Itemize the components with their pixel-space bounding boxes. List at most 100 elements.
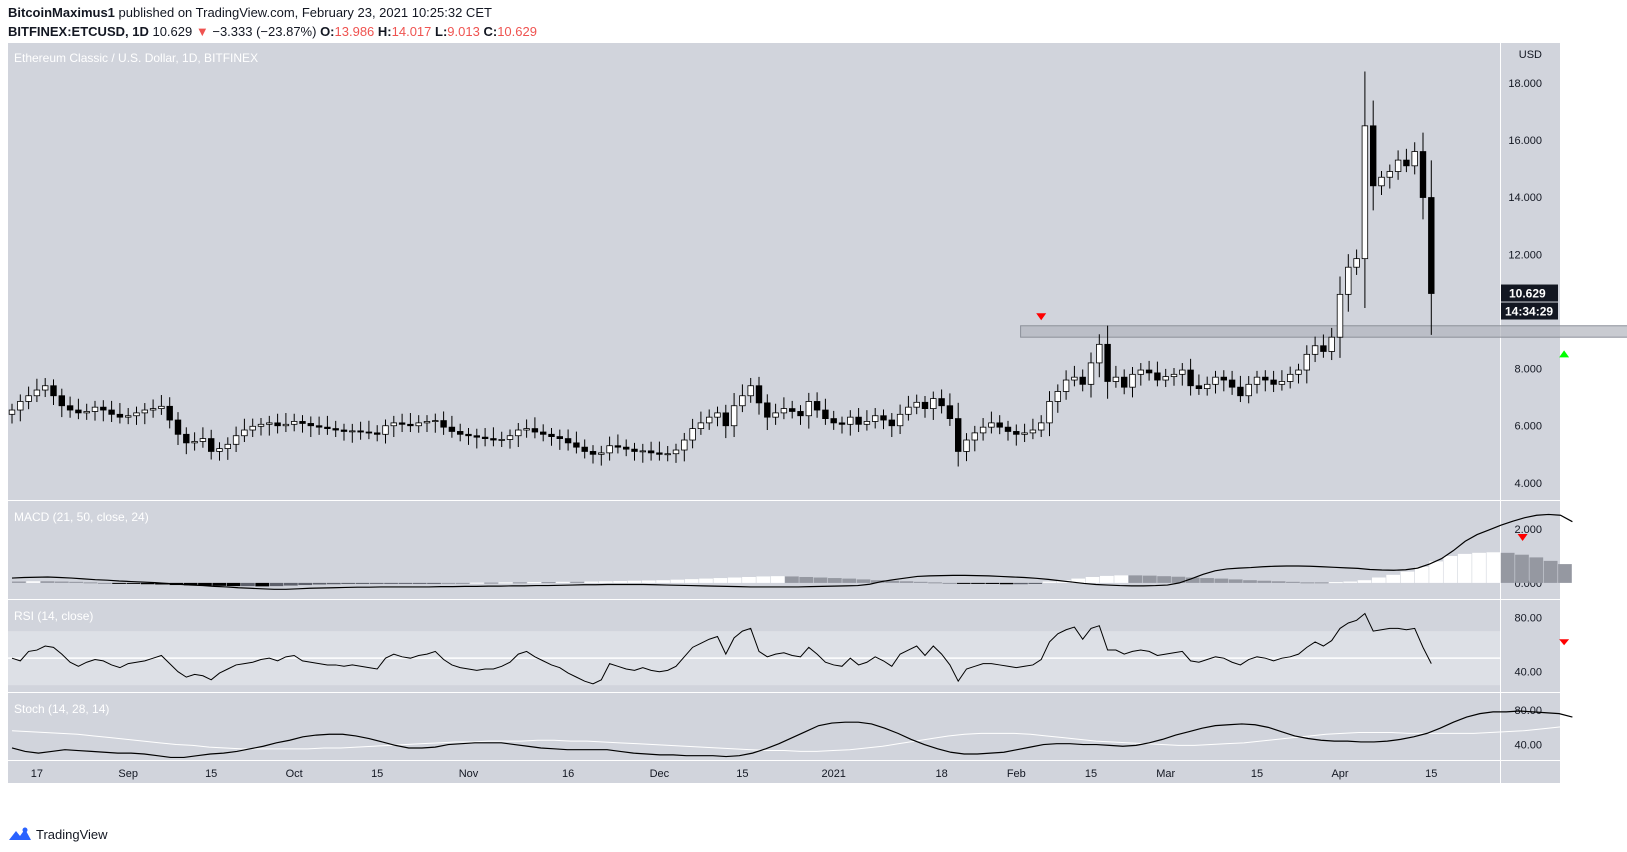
- candle-down: [1237, 386, 1244, 397]
- macd-histogram-bar: [1257, 580, 1272, 583]
- candle-down: [830, 418, 837, 424]
- candle-down: [631, 448, 638, 452]
- time-tick-label: 15: [371, 768, 383, 780]
- candle-up: [1054, 391, 1061, 402]
- candle-up: [282, 423, 290, 427]
- candle-up: [1386, 171, 1393, 178]
- candle-down: [398, 422, 406, 425]
- macd-histogram-bar: [885, 580, 899, 583]
- time-tick-label: 15: [1251, 768, 1263, 780]
- macd-histogram-bar: [1114, 575, 1129, 583]
- macd-histogram-bar: [283, 582, 298, 586]
- price-tick-label: 8.000: [1514, 364, 1542, 376]
- footer-brand[interactable]: TradingView: [36, 826, 108, 842]
- macd-histogram-bar: [341, 582, 355, 584]
- candle-up: [805, 401, 812, 417]
- macd-tick-label: 2.000: [1514, 524, 1542, 536]
- candle-up: [1087, 362, 1095, 385]
- candle-up: [158, 405, 165, 410]
- candle-up: [1179, 369, 1186, 375]
- macd-histogram-bar: [770, 576, 785, 583]
- macd-histogram-bar: [1014, 582, 1028, 585]
- chart-canvas[interactable]: 18.00016.00014.00012.00010.0008.0006.000…: [0, 43, 1627, 813]
- candle-up: [8, 409, 16, 415]
- candle-up: [714, 412, 721, 418]
- last-price-tag: [1501, 284, 1558, 302]
- macd-histogram-bar: [97, 582, 112, 584]
- macd-histogram-bar: [1486, 552, 1501, 583]
- macd-histogram-bar: [484, 582, 499, 584]
- candle-down: [556, 436, 563, 439]
- candle-up: [639, 450, 646, 453]
- candle-up: [241, 429, 248, 437]
- macd-histogram-bar: [54, 581, 69, 583]
- candle-down: [938, 398, 945, 407]
- candle-up: [1411, 151, 1418, 167]
- support-zone: [1020, 325, 1627, 338]
- candle-up: [232, 435, 240, 445]
- macd-histogram-bar: [1185, 577, 1200, 583]
- macd-histogram-bar: [899, 581, 914, 583]
- candle-down: [797, 411, 804, 417]
- candle-down: [324, 426, 331, 429]
- candle-down: [1262, 376, 1269, 381]
- macd-histogram-bar: [1171, 576, 1186, 583]
- rsi-tick-label: 80.00: [1514, 613, 1542, 625]
- candle-down: [822, 409, 829, 419]
- stoch-k-line: [11, 710, 1573, 759]
- macd-histogram-bar: [641, 580, 656, 583]
- macd-histogram-bar: [112, 582, 126, 584]
- macd-histogram-bar: [799, 576, 814, 583]
- macd-histogram-bar: [699, 578, 713, 583]
- sell-marker-icon: [1036, 313, 1047, 321]
- time-tick-label: 15: [736, 768, 748, 780]
- candle-up: [1353, 258, 1360, 268]
- candle-down: [996, 422, 1003, 428]
- candle-up: [697, 422, 705, 429]
- candle-down: [50, 385, 57, 397]
- candle-up: [739, 395, 746, 407]
- candle-down: [722, 412, 729, 427]
- time-tick-label: Oct: [286, 768, 303, 780]
- low-value: 9.013: [447, 24, 480, 39]
- candle-up: [1378, 176, 1385, 187]
- candle-up: [772, 412, 779, 418]
- time-tick-label: Feb: [1007, 768, 1026, 780]
- rsi-tick-label: 40.00: [1514, 667, 1542, 679]
- macd-histogram-bar: [183, 582, 198, 586]
- candle-down: [647, 450, 655, 454]
- author-name[interactable]: BitcoinMaximus1: [8, 5, 115, 20]
- macd-histogram-bar: [584, 581, 599, 583]
- macd-histogram-bar: [1300, 582, 1315, 584]
- candle-up: [1071, 376, 1078, 381]
- candle-up: [1361, 125, 1369, 260]
- candle-up: [1295, 369, 1302, 375]
- candle-up: [1129, 373, 1136, 388]
- candle-down: [581, 446, 588, 452]
- macd-histogram-bar: [613, 581, 627, 583]
- macd-line: [11, 513, 1573, 590]
- candle-down: [1004, 426, 1012, 432]
- candle-up: [930, 398, 937, 409]
- stoch-tick-label: 40.00: [1514, 740, 1542, 752]
- close-label: C:: [483, 24, 498, 39]
- candle-up: [1112, 376, 1120, 382]
- candle-down: [656, 452, 663, 455]
- candle-down: [373, 432, 381, 435]
- candle-down: [755, 385, 763, 404]
- candle-up: [847, 416, 854, 425]
- candle-down: [1428, 197, 1435, 294]
- candle-down: [1195, 385, 1203, 390]
- candle-down: [307, 423, 314, 427]
- candle-down: [357, 430, 364, 433]
- macd-histogram-bar: [1200, 578, 1214, 583]
- candle-up: [523, 428, 530, 431]
- macd-histogram-bar: [12, 581, 26, 583]
- price-change: −3.333 (−23.87%): [212, 24, 317, 39]
- pane-bg-0: [8, 43, 1500, 500]
- time-tick-label: 15: [205, 768, 217, 780]
- candle-up: [33, 389, 41, 397]
- candle-up: [1137, 369, 1144, 375]
- candle-up: [1029, 429, 1037, 434]
- macd-histogram-bar: [1085, 576, 1100, 583]
